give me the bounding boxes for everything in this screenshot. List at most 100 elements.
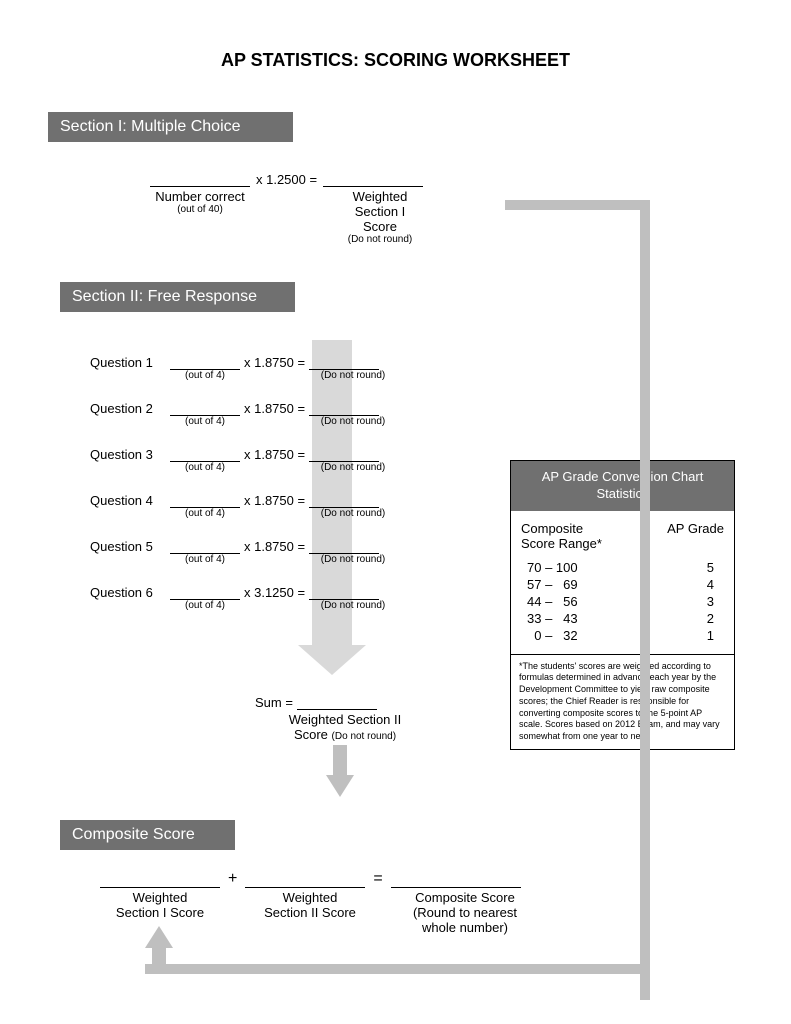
question-mult: x 1.8750 =: [240, 447, 309, 462]
question-mult: x 3.1250 =: [240, 585, 309, 600]
section-1-header: Section I: Multiple Choice: [48, 112, 293, 142]
composite-left1: Weighted: [100, 890, 220, 905]
sum-label: Sum =: [255, 695, 297, 710]
question-note: (Do not round): [318, 416, 388, 427]
question-blank-out: [309, 540, 379, 554]
conversion-chart-footnote: *The students' scores are weighted accor…: [511, 655, 734, 749]
conversion-chart-head-row: Composite Score Range* AP Grade: [521, 521, 724, 551]
flow-up-to-weighted1: [152, 946, 166, 964]
question-mult: x 1.8750 =: [240, 493, 309, 508]
section1-multiplier: x 1.2500 =: [250, 172, 323, 187]
question-sub: (out of 4): [170, 416, 240, 427]
composite-calc: + = Weighted Section I Score Weighted Se…: [100, 870, 660, 935]
question-mult: x 1.8750 =: [240, 355, 309, 370]
composite-right2: (Round to nearest: [400, 905, 530, 920]
conversion-row: 57 – 69 4: [521, 576, 724, 593]
question-blank-in: [170, 494, 240, 508]
question-note: (Do not round): [318, 554, 388, 565]
question-mult: x 1.8750 =: [240, 401, 309, 416]
composite-plus: +: [220, 870, 245, 888]
conversion-chart-header1: AP Grade Conversion Chart: [515, 469, 730, 486]
question-blank-in: [170, 448, 240, 462]
conversion-grade: 5: [707, 560, 714, 575]
conversion-col1b: Score Range*: [521, 536, 602, 551]
conversion-grade: 4: [707, 577, 714, 592]
conversion-col1: Composite: [521, 521, 602, 536]
conversion-chart-header: AP Grade Conversion Chart Statistics: [511, 461, 734, 511]
conversion-row: 33 – 43 2: [521, 610, 724, 627]
flow-arrow-section2-head: [298, 645, 366, 675]
question-label: Question 4: [90, 493, 170, 508]
conversion-range: 0 – 32: [527, 628, 578, 643]
question-note: (Do not round): [318, 370, 388, 381]
question-blank-out: [309, 586, 379, 600]
flow-up-head: [145, 926, 173, 948]
question-row: Question 2 x 1.8750 = (out of 4) (Do not…: [90, 401, 420, 427]
conversion-range: 33 – 43: [527, 611, 578, 626]
section2-questions: Question 1 x 1.8750 = (out of 4) (Do not…: [90, 355, 420, 631]
question-note: (Do not round): [318, 462, 388, 473]
composite-blank-3: [391, 874, 521, 888]
question-row: Question 1 x 1.8750 = (out of 4) (Do not…: [90, 355, 420, 381]
conversion-range: 70 – 100: [527, 560, 578, 575]
question-blank-out: [309, 448, 379, 462]
question-label: Question 3: [90, 447, 170, 462]
question-note: (Do not round): [318, 508, 388, 519]
question-row: Question 6 x 3.1250 = (out of 4) (Do not…: [90, 585, 420, 611]
section2-sum: Sum = Weighted Section II Score (Do not …: [255, 695, 435, 742]
question-blank-in: [170, 356, 240, 370]
flow-sum-down-head: [326, 775, 354, 797]
question-sub: (out of 4): [170, 462, 240, 473]
question-blank-out: [309, 356, 379, 370]
question-row: Question 3 x 1.8750 = (out of 4) (Do not…: [90, 447, 420, 473]
question-row: Question 4 x 1.8750 = (out of 4) (Do not…: [90, 493, 420, 519]
composite-blank-1: [100, 874, 220, 888]
conversion-grade: 2: [707, 611, 714, 626]
question-blank-out: [309, 402, 379, 416]
sum-result2-wrap: Score (Do not round): [255, 727, 435, 742]
flow-top-bar: [505, 200, 650, 210]
section1-input-blank: [150, 173, 250, 187]
question-label: Question 6: [90, 585, 170, 600]
flow-sum-down-bar: [333, 745, 347, 775]
section1-right-label3: Score: [330, 219, 430, 234]
question-sub: (out of 4): [170, 554, 240, 565]
sum-blank: [297, 696, 377, 710]
conversion-row: 44 – 56 3: [521, 593, 724, 610]
question-mult: x 1.8750 =: [240, 539, 309, 554]
sum-result1: Weighted Section II: [255, 712, 435, 727]
question-blank-in: [170, 540, 240, 554]
question-label: Question 2: [90, 401, 170, 416]
composite-mid2: Section II Score: [250, 905, 370, 920]
flow-bottom-bar: [145, 964, 650, 974]
composite-left2: Section I Score: [100, 905, 220, 920]
question-label: Question 1: [90, 355, 170, 370]
question-blank-in: [170, 586, 240, 600]
section-3-header: Composite Score: [60, 820, 235, 850]
question-sub: (out of 4): [170, 508, 240, 519]
conversion-range: 57 – 69: [527, 577, 578, 592]
section1-right-label2: Section I: [330, 204, 430, 219]
section1-right-sub: (Do not round): [330, 234, 430, 245]
flow-right-bar: [640, 200, 650, 1000]
composite-right1: Composite Score: [400, 890, 530, 905]
question-blank-out: [309, 494, 379, 508]
composite-mid1: Weighted: [250, 890, 370, 905]
question-blank-in: [170, 402, 240, 416]
conversion-col2: AP Grade: [667, 521, 724, 551]
conversion-row: 70 – 100 5: [521, 559, 724, 576]
composite-equals: =: [365, 870, 390, 888]
conversion-chart-body: Composite Score Range* AP Grade 70 – 100…: [511, 511, 734, 655]
section1-calc: x 1.2500 = Number correct (out of 40) We…: [150, 172, 470, 245]
composite-blank-2: [245, 874, 365, 888]
question-row: Question 5 x 1.8750 = (out of 4) (Do not…: [90, 539, 420, 565]
page-title: AP STATISTICS: SCORING WORKSHEET: [0, 0, 791, 101]
question-sub: (out of 4): [170, 600, 240, 611]
conversion-range: 44 – 56: [527, 594, 578, 609]
section1-right-label1: Weighted: [330, 189, 430, 204]
section-2-header: Section II: Free Response: [60, 282, 295, 312]
section1-left-sub: (out of 40): [150, 204, 250, 215]
conversion-chart: AP Grade Conversion Chart Statistics Com…: [510, 460, 735, 750]
conversion-chart-header2: Statistics: [515, 486, 730, 503]
conversion-row: 0 – 32 1: [521, 627, 724, 644]
